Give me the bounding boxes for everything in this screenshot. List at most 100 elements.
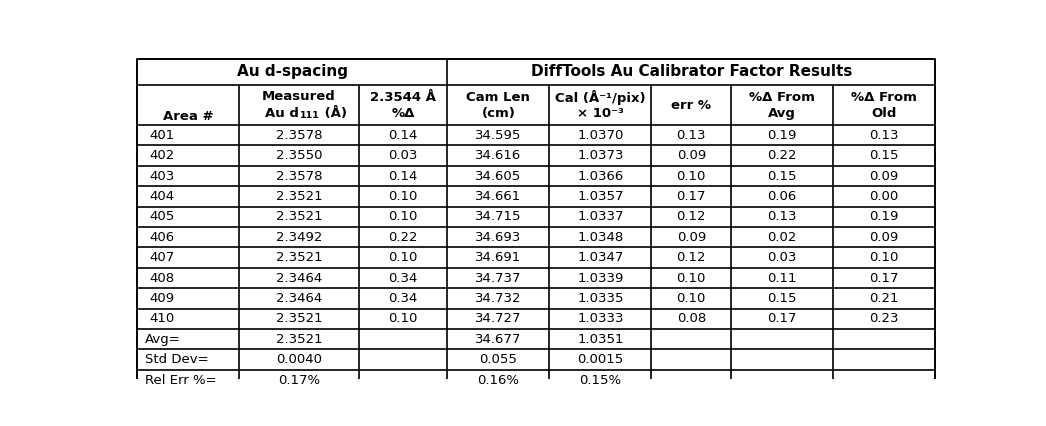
Text: 0.16%: 0.16% xyxy=(477,374,520,387)
Text: 0.14: 0.14 xyxy=(388,170,417,183)
Text: 0.34: 0.34 xyxy=(388,292,417,305)
Text: 0.15: 0.15 xyxy=(768,170,797,183)
Text: 406: 406 xyxy=(150,231,175,244)
Text: 0.22: 0.22 xyxy=(388,231,417,244)
Text: 1.0333: 1.0333 xyxy=(577,312,623,325)
Text: 2.3521: 2.3521 xyxy=(275,251,322,264)
Text: Std Dev=: Std Dev= xyxy=(145,353,209,366)
Text: 34.661: 34.661 xyxy=(475,190,522,203)
Text: 1.0339: 1.0339 xyxy=(577,272,623,285)
Text: 34.616: 34.616 xyxy=(475,149,522,162)
Text: 407: 407 xyxy=(150,251,175,264)
Text: 0.21: 0.21 xyxy=(869,292,899,305)
Text: err %: err % xyxy=(672,98,711,112)
Text: 1.0370: 1.0370 xyxy=(577,129,623,142)
Text: 1.0351: 1.0351 xyxy=(577,333,623,346)
Text: 0.19: 0.19 xyxy=(768,129,797,142)
Text: 34.737: 34.737 xyxy=(475,272,522,285)
Text: 0.06: 0.06 xyxy=(768,190,797,203)
Text: 1.0337: 1.0337 xyxy=(577,210,623,223)
Text: 34.715: 34.715 xyxy=(475,210,522,223)
Text: 409: 409 xyxy=(150,292,175,305)
Text: 0.22: 0.22 xyxy=(768,149,797,162)
Text: %Δ From: %Δ From xyxy=(851,90,917,104)
Text: Au d: Au d xyxy=(265,106,299,120)
Text: 0.13: 0.13 xyxy=(768,210,797,223)
Text: 0.10: 0.10 xyxy=(388,312,417,325)
Text: 403: 403 xyxy=(150,170,175,183)
Text: 111: 111 xyxy=(299,110,319,120)
Text: 0.23: 0.23 xyxy=(869,312,899,325)
Text: 1.0348: 1.0348 xyxy=(577,231,623,244)
Text: 1.0357: 1.0357 xyxy=(577,190,623,203)
Text: Cal (Å⁻¹/pix): Cal (Å⁻¹/pix) xyxy=(555,89,645,104)
Text: 0.0015: 0.0015 xyxy=(577,353,623,366)
Text: %Δ: %Δ xyxy=(391,106,414,120)
Text: (cm): (cm) xyxy=(481,106,516,120)
Text: 0.15: 0.15 xyxy=(768,292,797,305)
Text: 34.691: 34.691 xyxy=(475,251,522,264)
Text: 0.10: 0.10 xyxy=(388,251,417,264)
Text: 2.3544 Å: 2.3544 Å xyxy=(370,90,436,104)
Text: DiffTools Au Calibrator Factor Results: DiffTools Au Calibrator Factor Results xyxy=(530,64,852,79)
Text: 0.17%: 0.17% xyxy=(278,374,320,387)
Text: 2.3521: 2.3521 xyxy=(275,190,322,203)
Text: 2.3464: 2.3464 xyxy=(276,292,322,305)
Text: 2.3464: 2.3464 xyxy=(276,272,322,285)
Text: 2.3492: 2.3492 xyxy=(276,231,322,244)
Text: 0.15%: 0.15% xyxy=(579,374,621,387)
Text: 1.0373: 1.0373 xyxy=(577,149,623,162)
Text: 2.3521: 2.3521 xyxy=(275,333,322,346)
Text: 0.03: 0.03 xyxy=(388,149,417,162)
Text: 0.17: 0.17 xyxy=(869,272,899,285)
Text: Cam Len: Cam Len xyxy=(467,90,530,104)
Text: 405: 405 xyxy=(150,210,175,223)
Text: 0.12: 0.12 xyxy=(677,210,706,223)
Text: 0.10: 0.10 xyxy=(677,272,706,285)
Text: 0.09: 0.09 xyxy=(869,170,899,183)
Text: 0.055: 0.055 xyxy=(479,353,518,366)
Text: 0.10: 0.10 xyxy=(677,292,706,305)
Text: 0.09: 0.09 xyxy=(869,231,899,244)
Text: 0.12: 0.12 xyxy=(677,251,706,264)
Text: Old: Old xyxy=(871,106,896,120)
Text: 0.00: 0.00 xyxy=(869,190,899,203)
Text: 0.08: 0.08 xyxy=(677,312,706,325)
Text: 1.0335: 1.0335 xyxy=(577,292,623,305)
Text: 2.3578: 2.3578 xyxy=(275,129,322,142)
Text: 34.605: 34.605 xyxy=(475,170,522,183)
Text: 0.19: 0.19 xyxy=(869,210,899,223)
Text: 2.3550: 2.3550 xyxy=(275,149,322,162)
Text: (Å): (Å) xyxy=(320,106,347,120)
Text: 0.13: 0.13 xyxy=(869,129,899,142)
Text: 34.595: 34.595 xyxy=(475,129,522,142)
Text: 1.0347: 1.0347 xyxy=(577,251,623,264)
Text: 0.17: 0.17 xyxy=(677,190,706,203)
Text: 0.03: 0.03 xyxy=(768,251,797,264)
Text: 0.34: 0.34 xyxy=(388,272,417,285)
Text: 2.3578: 2.3578 xyxy=(275,170,322,183)
Text: Avg=: Avg= xyxy=(145,333,181,346)
Text: 408: 408 xyxy=(150,272,175,285)
Text: 0.10: 0.10 xyxy=(388,190,417,203)
Text: 0.10: 0.10 xyxy=(869,251,899,264)
Text: 1.0366: 1.0366 xyxy=(577,170,623,183)
Text: 34.677: 34.677 xyxy=(475,333,522,346)
Text: 0.09: 0.09 xyxy=(677,149,706,162)
Text: Au d-spacing: Au d-spacing xyxy=(236,64,347,79)
Text: 0.13: 0.13 xyxy=(677,129,706,142)
Text: %Δ From: %Δ From xyxy=(749,90,815,104)
Text: × 10⁻³: × 10⁻³ xyxy=(577,106,623,120)
Text: 0.11: 0.11 xyxy=(768,272,797,285)
Text: 2.3521: 2.3521 xyxy=(275,312,322,325)
Text: 404: 404 xyxy=(150,190,175,203)
Text: 0.09: 0.09 xyxy=(677,231,706,244)
Text: 401: 401 xyxy=(150,129,175,142)
Text: 0.14: 0.14 xyxy=(388,129,417,142)
Text: 0.15: 0.15 xyxy=(869,149,899,162)
Text: 34.727: 34.727 xyxy=(475,312,522,325)
Text: Rel Err %=: Rel Err %= xyxy=(145,374,217,387)
Text: 0.10: 0.10 xyxy=(677,170,706,183)
Text: Area #: Area # xyxy=(163,110,213,123)
Text: 410: 410 xyxy=(150,312,175,325)
